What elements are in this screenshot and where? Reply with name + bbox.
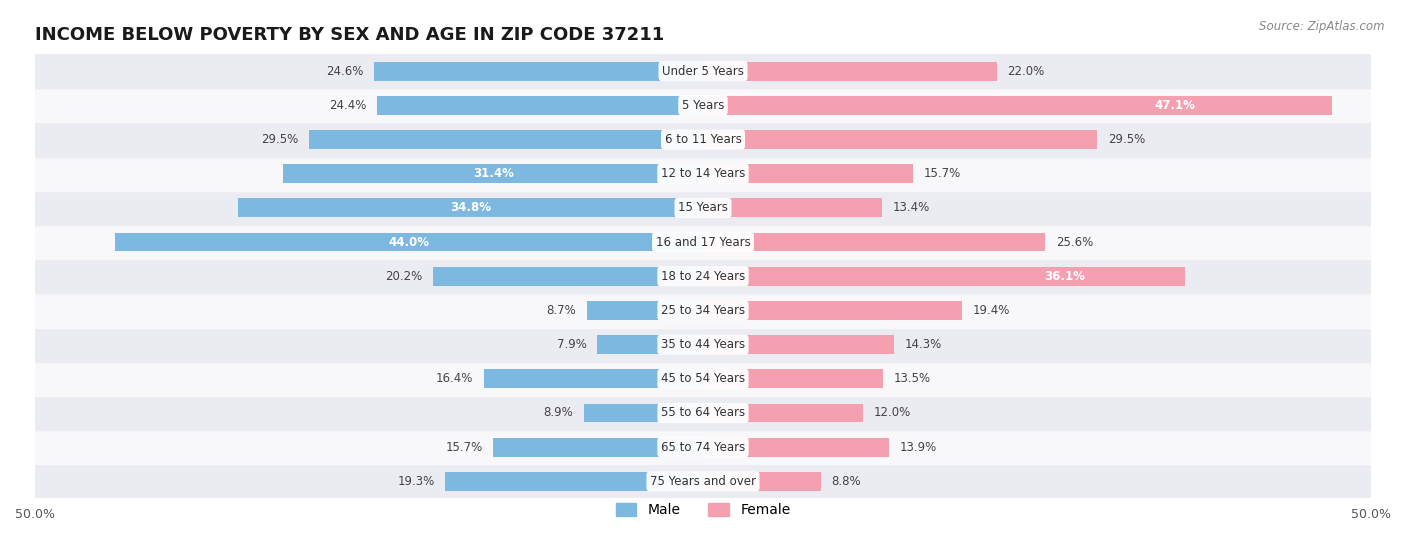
- Text: 29.5%: 29.5%: [262, 133, 298, 146]
- Text: 44.0%: 44.0%: [388, 235, 430, 249]
- Bar: [35, 54, 1371, 88]
- Text: 16.4%: 16.4%: [436, 372, 474, 385]
- Bar: [35, 293, 1371, 328]
- Bar: [284, 164, 703, 183]
- Text: 13.9%: 13.9%: [900, 440, 936, 454]
- Text: Under 5 Years: Under 5 Years: [662, 65, 744, 78]
- Bar: [703, 404, 863, 423]
- Bar: [494, 438, 703, 457]
- Bar: [703, 472, 821, 491]
- Text: 5 Years: 5 Years: [682, 99, 724, 112]
- Bar: [703, 369, 883, 388]
- Text: 34.8%: 34.8%: [450, 201, 491, 215]
- Text: 15.7%: 15.7%: [446, 440, 482, 454]
- Text: 14.3%: 14.3%: [904, 338, 942, 351]
- Bar: [309, 130, 703, 149]
- Bar: [377, 96, 703, 115]
- Text: 12 to 14 Years: 12 to 14 Years: [661, 167, 745, 180]
- Bar: [35, 157, 1371, 191]
- Text: 8.9%: 8.9%: [544, 406, 574, 419]
- Text: 35 to 44 Years: 35 to 44 Years: [661, 338, 745, 351]
- Bar: [703, 198, 882, 217]
- Text: 15 Years: 15 Years: [678, 201, 728, 215]
- Text: 8.8%: 8.8%: [831, 475, 860, 488]
- Bar: [703, 96, 1333, 115]
- Text: 18 to 24 Years: 18 to 24 Years: [661, 270, 745, 283]
- Text: 19.4%: 19.4%: [973, 304, 1011, 317]
- Text: 24.6%: 24.6%: [326, 65, 364, 78]
- Text: 16 and 17 Years: 16 and 17 Years: [655, 235, 751, 249]
- Bar: [433, 267, 703, 286]
- Bar: [35, 225, 1371, 259]
- Text: 29.5%: 29.5%: [1108, 133, 1144, 146]
- Text: 22.0%: 22.0%: [1008, 65, 1045, 78]
- Text: 13.5%: 13.5%: [894, 372, 931, 385]
- Bar: [703, 267, 1185, 286]
- Text: 45 to 54 Years: 45 to 54 Years: [661, 372, 745, 385]
- Bar: [703, 61, 997, 80]
- Bar: [35, 122, 1371, 157]
- Legend: Male, Female: Male, Female: [610, 498, 796, 523]
- Bar: [484, 369, 703, 388]
- Bar: [446, 472, 703, 491]
- Bar: [703, 130, 1097, 149]
- Bar: [703, 301, 962, 320]
- Bar: [35, 362, 1371, 396]
- Text: 20.2%: 20.2%: [385, 270, 422, 283]
- Bar: [35, 465, 1371, 499]
- Bar: [598, 335, 703, 354]
- Text: 31.4%: 31.4%: [472, 167, 513, 180]
- Bar: [115, 233, 703, 252]
- Text: 7.9%: 7.9%: [557, 338, 586, 351]
- Text: Source: ZipAtlas.com: Source: ZipAtlas.com: [1260, 20, 1385, 32]
- Bar: [703, 438, 889, 457]
- Bar: [703, 233, 1045, 252]
- Text: 47.1%: 47.1%: [1154, 99, 1195, 112]
- Text: 13.4%: 13.4%: [893, 201, 929, 215]
- Text: 6 to 11 Years: 6 to 11 Years: [665, 133, 741, 146]
- Text: 65 to 74 Years: 65 to 74 Years: [661, 440, 745, 454]
- Text: 25 to 34 Years: 25 to 34 Years: [661, 304, 745, 317]
- Text: 36.1%: 36.1%: [1045, 270, 1085, 283]
- Text: 55 to 64 Years: 55 to 64 Years: [661, 406, 745, 419]
- Bar: [586, 301, 703, 320]
- Bar: [703, 164, 912, 183]
- Bar: [35, 191, 1371, 225]
- Text: 24.4%: 24.4%: [329, 99, 367, 112]
- Bar: [35, 259, 1371, 293]
- Bar: [35, 88, 1371, 122]
- Bar: [35, 396, 1371, 430]
- Bar: [238, 198, 703, 217]
- Text: 12.0%: 12.0%: [875, 406, 911, 419]
- Bar: [35, 430, 1371, 465]
- Text: 8.7%: 8.7%: [547, 304, 576, 317]
- Bar: [374, 61, 703, 80]
- Bar: [583, 404, 703, 423]
- Bar: [703, 335, 894, 354]
- Text: 25.6%: 25.6%: [1056, 235, 1092, 249]
- Text: INCOME BELOW POVERTY BY SEX AND AGE IN ZIP CODE 37211: INCOME BELOW POVERTY BY SEX AND AGE IN Z…: [35, 26, 664, 44]
- Bar: [35, 328, 1371, 362]
- Text: 75 Years and over: 75 Years and over: [650, 475, 756, 488]
- Text: 19.3%: 19.3%: [398, 475, 434, 488]
- Text: 15.7%: 15.7%: [924, 167, 960, 180]
